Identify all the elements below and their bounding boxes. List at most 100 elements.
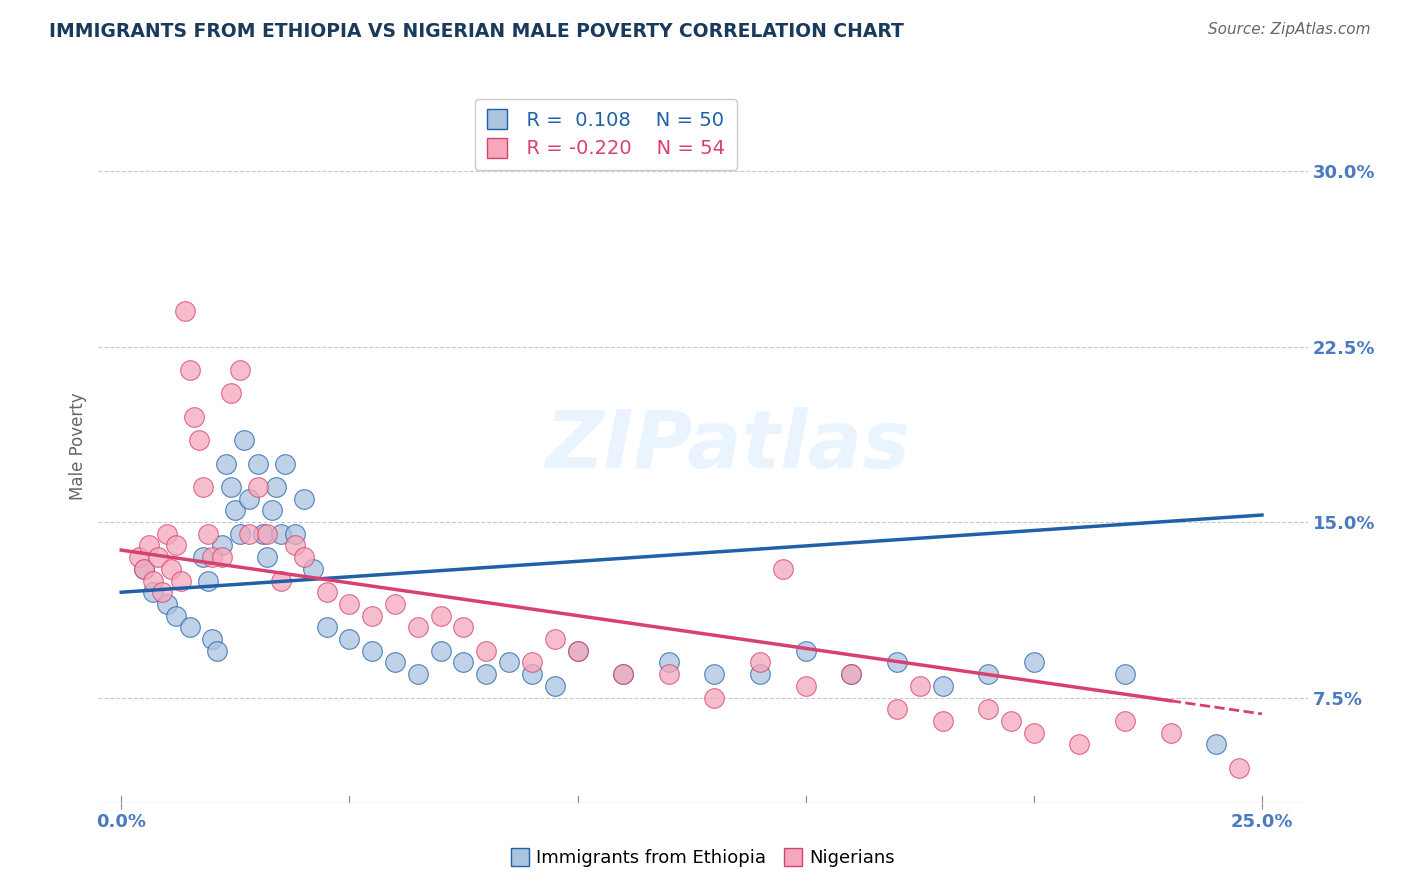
Point (453, 620, 475, 634)
Point (292, 491, 315, 506)
Point (201, 632, 224, 646)
Point (1160, 725, 1182, 739)
Point (931, 714, 953, 728)
Point (146, 550, 169, 565)
Point (839, 667, 862, 681)
Point (193, 550, 215, 565)
Point (658, 656, 681, 670)
Point (252, 526, 274, 541)
Point (165, 538, 187, 552)
Point (337, 632, 360, 646)
Point (211, 550, 233, 565)
Point (211, 538, 233, 552)
Point (156, 526, 179, 541)
Point (749, 656, 772, 670)
Point (406, 620, 429, 634)
Point (315, 620, 337, 634)
Point (215, 457, 238, 471)
Point (1069, 737, 1091, 751)
Point (219, 480, 242, 494)
Point (128, 550, 150, 565)
Point (229, 363, 252, 377)
Text: Source: ZipAtlas.com: Source: ZipAtlas.com (1208, 22, 1371, 37)
Point (274, 457, 297, 471)
Point (337, 597, 360, 611)
Point (886, 702, 908, 716)
Point (238, 491, 260, 506)
Point (1205, 737, 1227, 751)
Point (772, 562, 794, 576)
Point (794, 679, 817, 693)
Point (179, 363, 201, 377)
Point (1000, 714, 1022, 728)
Point (703, 690, 725, 705)
Point (224, 503, 246, 517)
Point (429, 608, 451, 623)
Point (384, 597, 406, 611)
Point (520, 667, 543, 681)
Point (1114, 714, 1136, 728)
Point (160, 562, 183, 576)
Point (886, 656, 908, 670)
Legend: Immigrants from Ethiopia, Nigerians: Immigrants from Ethiopia, Nigerians (503, 842, 903, 874)
Point (197, 574, 219, 588)
Point (284, 538, 307, 552)
Point (361, 644, 384, 658)
Point (233, 433, 256, 447)
Point (183, 409, 205, 424)
Point (977, 667, 1000, 681)
Point (284, 526, 307, 541)
Point (302, 562, 325, 576)
Point (266, 480, 288, 494)
Point (429, 644, 451, 658)
Point (247, 457, 270, 471)
Point (205, 644, 228, 658)
Point (142, 574, 165, 588)
Point (567, 644, 589, 658)
Point (174, 304, 197, 318)
Point (658, 667, 681, 681)
Point (132, 562, 155, 576)
Point (544, 632, 567, 646)
Point (931, 679, 953, 693)
Point (150, 585, 173, 599)
Point (1114, 667, 1136, 681)
Point (361, 608, 384, 623)
Point (315, 585, 337, 599)
Point (839, 667, 862, 681)
Point (703, 667, 725, 681)
Y-axis label: Male Poverty: Male Poverty (69, 392, 87, 500)
Point (567, 644, 589, 658)
Point (229, 526, 252, 541)
Point (612, 667, 634, 681)
Point (544, 679, 567, 693)
Point (1227, 761, 1250, 775)
Point (179, 620, 201, 634)
Point (520, 656, 543, 670)
Point (156, 597, 179, 611)
Point (142, 585, 165, 599)
Text: IMMIGRANTS FROM ETHIOPIA VS NIGERIAN MALE POVERTY CORRELATION CHART: IMMIGRANTS FROM ETHIOPIA VS NIGERIAN MAL… (49, 22, 904, 41)
Point (238, 526, 260, 541)
Point (406, 667, 429, 681)
Point (749, 667, 772, 681)
Point (794, 644, 817, 658)
Point (908, 679, 931, 693)
Point (197, 526, 219, 541)
Point (1022, 656, 1045, 670)
Point (247, 480, 270, 494)
Point (292, 550, 315, 565)
Point (475, 644, 498, 658)
Point (256, 550, 278, 565)
Point (132, 562, 155, 576)
Point (260, 503, 283, 517)
Text: ZIPatlas: ZIPatlas (544, 407, 910, 485)
Point (384, 656, 406, 670)
Point (169, 574, 191, 588)
Point (201, 550, 224, 565)
Point (977, 702, 1000, 716)
Legend:   R =  0.108    N = 50,   R = -0.220    N = 54: R = 0.108 N = 50, R = -0.220 N = 54 (475, 99, 737, 170)
Point (256, 526, 278, 541)
Point (1022, 725, 1045, 739)
Point (187, 433, 209, 447)
